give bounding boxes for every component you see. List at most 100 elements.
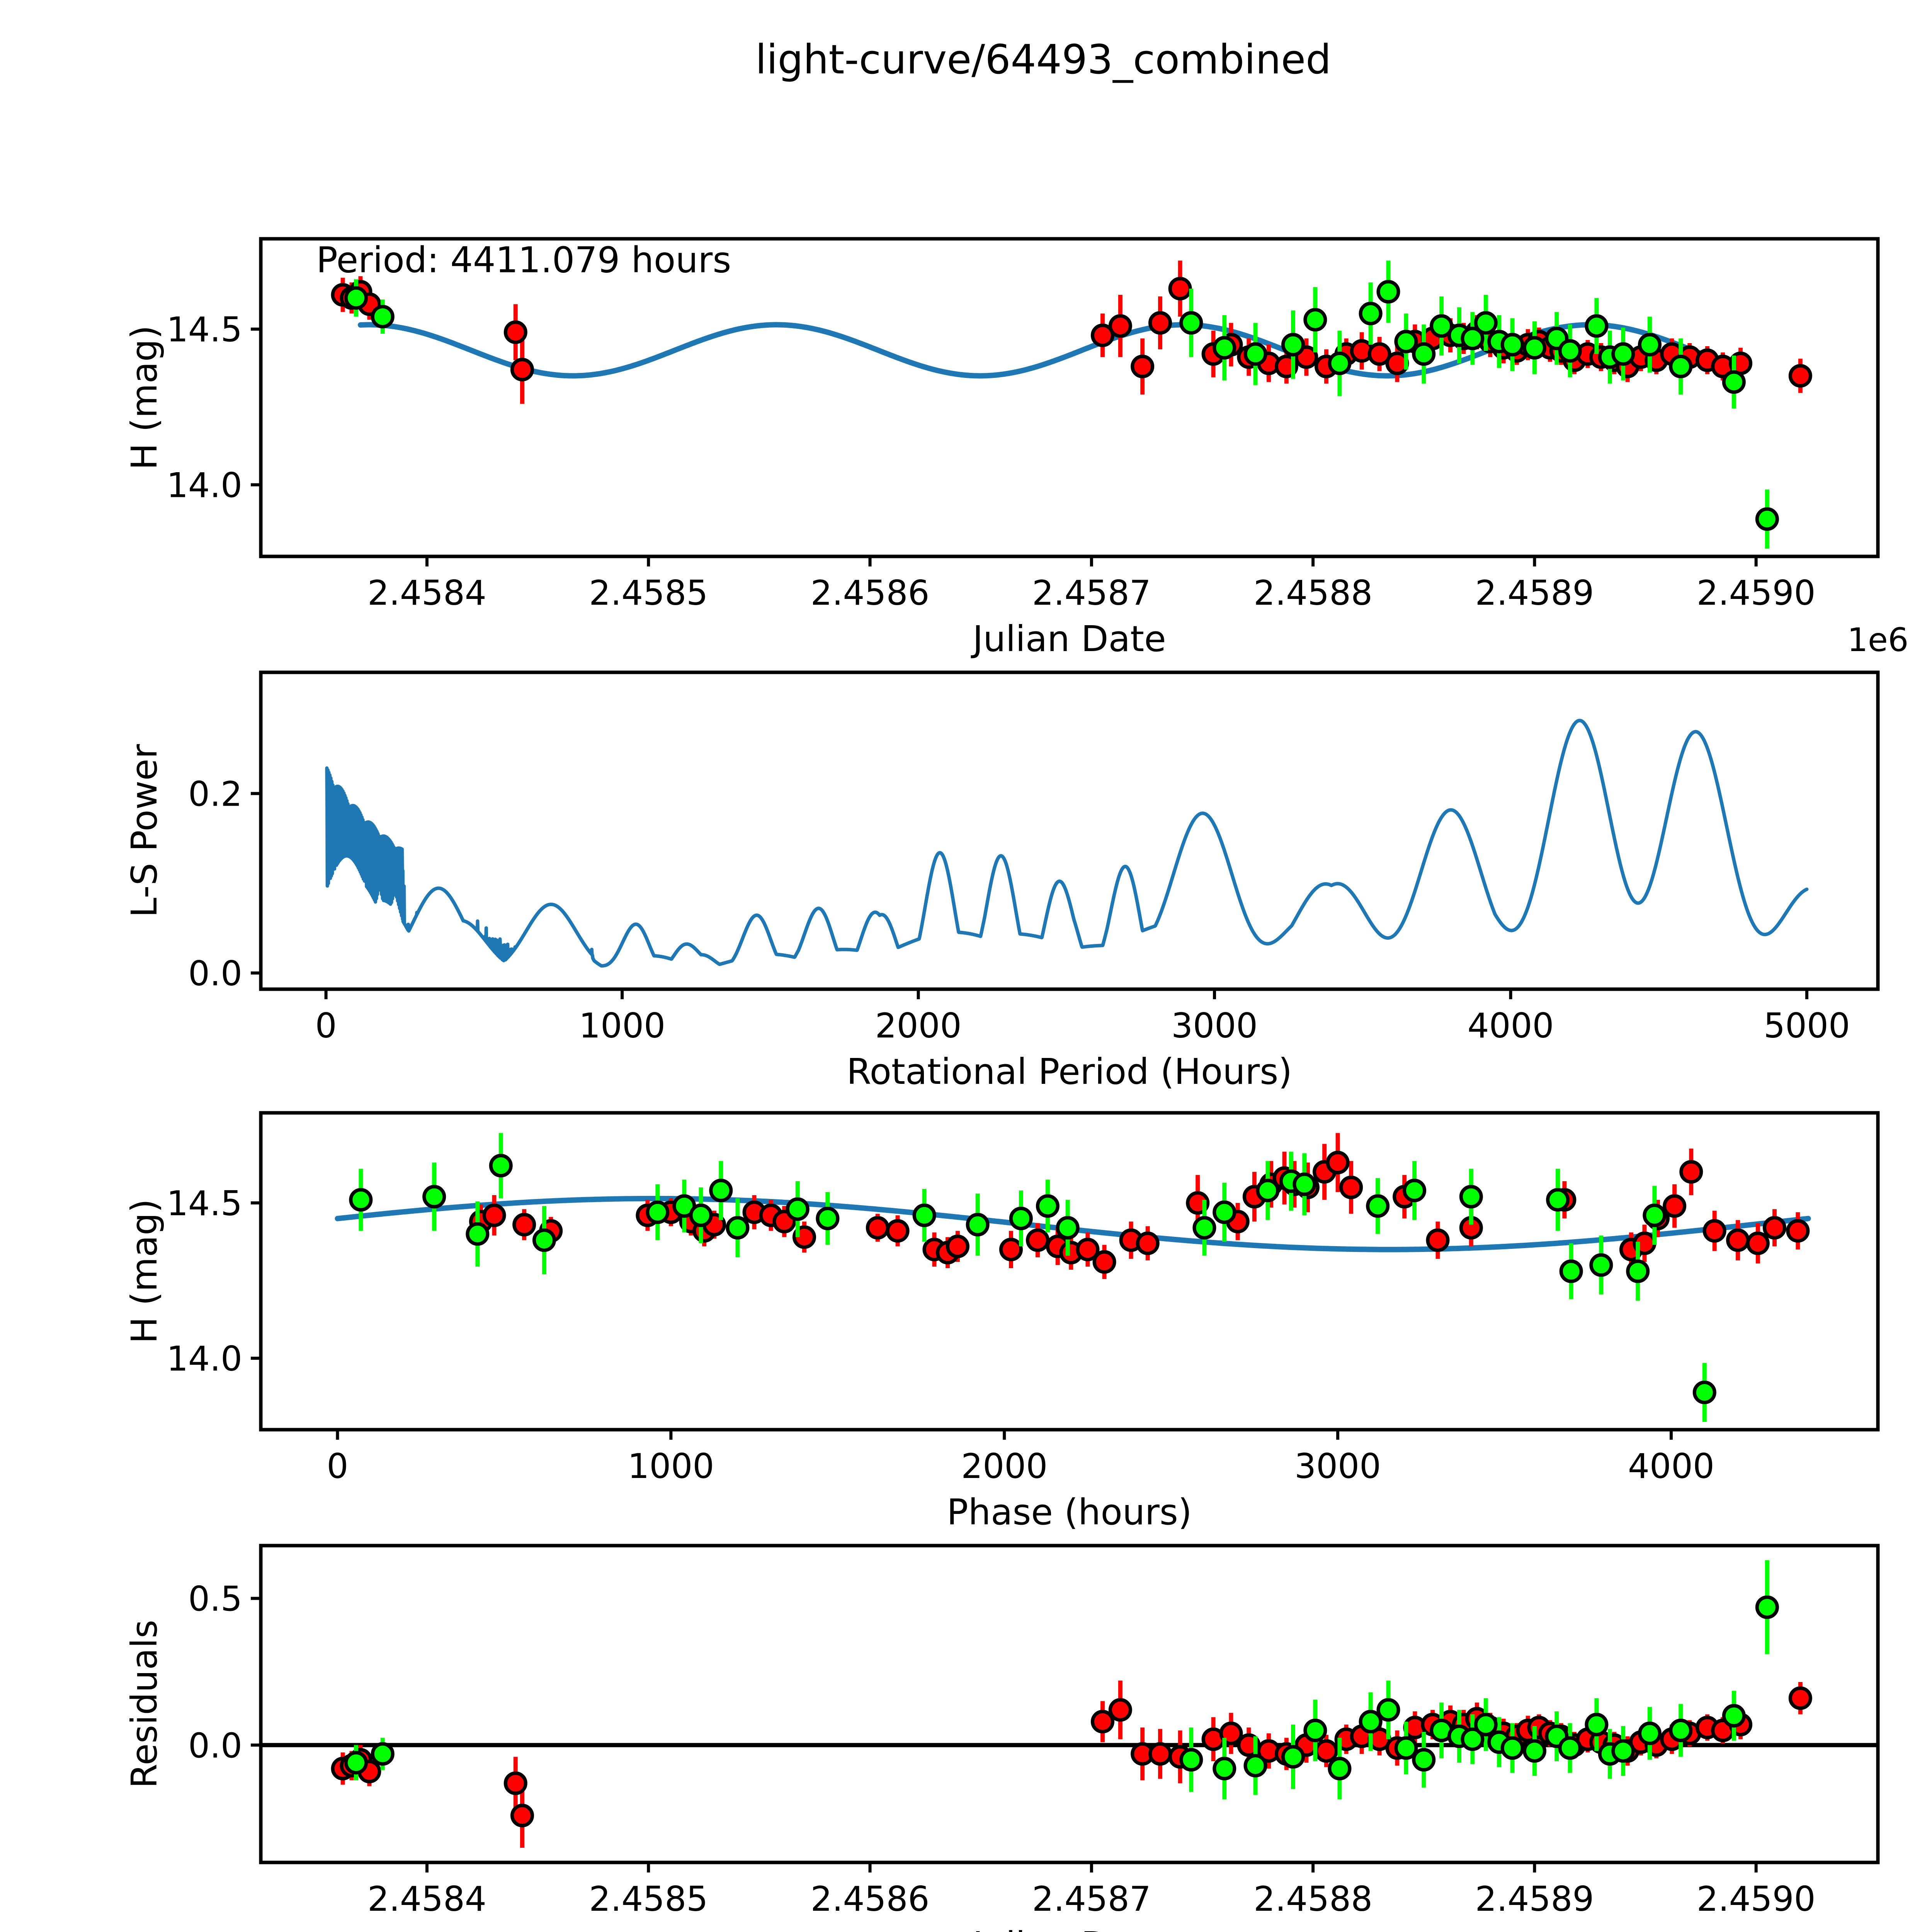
y-axis-label: H (mag) (124, 325, 165, 470)
data-point (1626, 1259, 1650, 1283)
data-point (866, 1216, 889, 1240)
data-point (726, 1216, 750, 1240)
data-point (1131, 354, 1155, 378)
data-point (1746, 1231, 1770, 1255)
data-point (1213, 1757, 1236, 1781)
x-tick-label: 1000 (628, 1446, 714, 1486)
x-tick-label: 0 (315, 1006, 337, 1046)
data-point (1026, 1228, 1050, 1252)
y-axis-label: L-S Power (124, 744, 165, 918)
data-point (1303, 308, 1327, 332)
data-point (1036, 1194, 1060, 1218)
period-annotation: Period: 4411.079 hours (316, 239, 731, 281)
series-survey-green (344, 1560, 1779, 1799)
data-point (1315, 1739, 1338, 1763)
data-point (503, 1771, 527, 1795)
data-point (1459, 1185, 1483, 1209)
data-point (1394, 330, 1418, 354)
axes-frame (259, 237, 1880, 558)
data-point (1585, 314, 1609, 338)
data-point (1786, 1219, 1810, 1243)
x-tick-label: 3000 (1171, 1006, 1258, 1046)
data-point (1192, 1216, 1216, 1240)
data-point (1412, 342, 1436, 366)
axes-frame (259, 1544, 1880, 1864)
panel-phase-folded: 0 1000 2000 3000 4000 14.5 14.0 Phase (hours) H … (124, 1111, 1880, 1533)
data-point (1663, 1194, 1687, 1218)
data-point (1009, 1206, 1033, 1230)
data-point (422, 1185, 446, 1209)
plot-area (335, 1133, 1811, 1422)
data-point (1722, 370, 1746, 394)
plot-area (325, 719, 1809, 968)
x-tick-label: 2.4585 (589, 573, 708, 613)
page-title: light-curve/64493_combined (755, 36, 1331, 83)
plot-area (261, 1560, 1878, 1848)
data-point (1522, 336, 1546, 360)
data-point (1328, 351, 1352, 375)
data-point (689, 1203, 713, 1227)
y-tick-label: 0.0 (188, 954, 242, 993)
y-axis-label: H (mag) (124, 1199, 165, 1344)
data-point (1243, 1753, 1267, 1777)
data-point (1500, 333, 1524, 357)
x-tick-label: 4000 (1628, 1446, 1714, 1486)
x-tick-label: 2.4584 (367, 573, 486, 613)
data-point (1326, 1151, 1350, 1175)
data-point (503, 320, 527, 344)
x-tick-label: 2.4586 (811, 573, 930, 613)
data-point (1328, 1757, 1352, 1781)
panel-residuals: 2.4584 2.4585 2.4586 2.4587 2.4588 2.4589 2.45… (124, 1544, 1908, 1932)
axes-frame (259, 670, 1880, 991)
data-point (1179, 1748, 1203, 1772)
data-point (1281, 1745, 1305, 1769)
data-point (1763, 1216, 1787, 1240)
x-offset-label: 1e6 (1847, 621, 1909, 659)
series-survey-green (344, 260, 1779, 549)
data-point (1546, 1188, 1570, 1212)
data-point (344, 286, 368, 310)
data-point (512, 1213, 536, 1236)
data-point (1643, 1203, 1667, 1227)
x-tick-label: 0 (327, 1446, 348, 1486)
data-point (966, 1213, 990, 1236)
data-point (1474, 311, 1498, 335)
data-point (532, 1228, 556, 1252)
data-point (786, 1197, 810, 1221)
data-point (1303, 1718, 1327, 1742)
y-tick-label: 14.5 (167, 310, 242, 350)
x-axis-label: Phase (hours) (947, 1492, 1192, 1533)
data-point (1500, 1736, 1524, 1760)
x-axis-label: Julian Date (971, 618, 1166, 660)
data-point (371, 1742, 395, 1766)
data-point (1702, 1219, 1726, 1243)
x-tick-label: 4000 (1468, 1006, 1554, 1046)
data-point (1256, 1179, 1280, 1202)
x-tick-label: 2.4589 (1475, 1879, 1594, 1919)
series-survey-green (349, 1133, 1716, 1422)
data-point (1148, 311, 1172, 335)
x-tick-label: 2.4586 (811, 1879, 930, 1919)
data-point (1679, 1160, 1703, 1184)
data-point (1339, 1175, 1363, 1199)
data-point (1430, 314, 1454, 338)
y-tick-label: 0.0 (188, 1726, 242, 1765)
data-point (1076, 1238, 1100, 1262)
x-tick-label: 2.4587 (1032, 573, 1151, 613)
data-point (1558, 1736, 1582, 1760)
data-point (646, 1200, 670, 1224)
y-tick-label: 14.0 (167, 1339, 242, 1379)
data-point (912, 1203, 936, 1227)
x-tick-label: 2.4590 (1697, 573, 1816, 613)
data-point (1179, 311, 1203, 335)
data-point (1474, 1713, 1498, 1736)
x-axis-label: Rotational Period (Hours) (847, 1051, 1292, 1092)
data-point (816, 1206, 840, 1230)
data-point (1213, 336, 1236, 360)
data-point (1611, 342, 1635, 366)
data-point (1669, 1718, 1693, 1742)
data-point (1788, 364, 1812, 388)
data-point (1359, 301, 1383, 325)
data-point (1148, 1742, 1172, 1766)
